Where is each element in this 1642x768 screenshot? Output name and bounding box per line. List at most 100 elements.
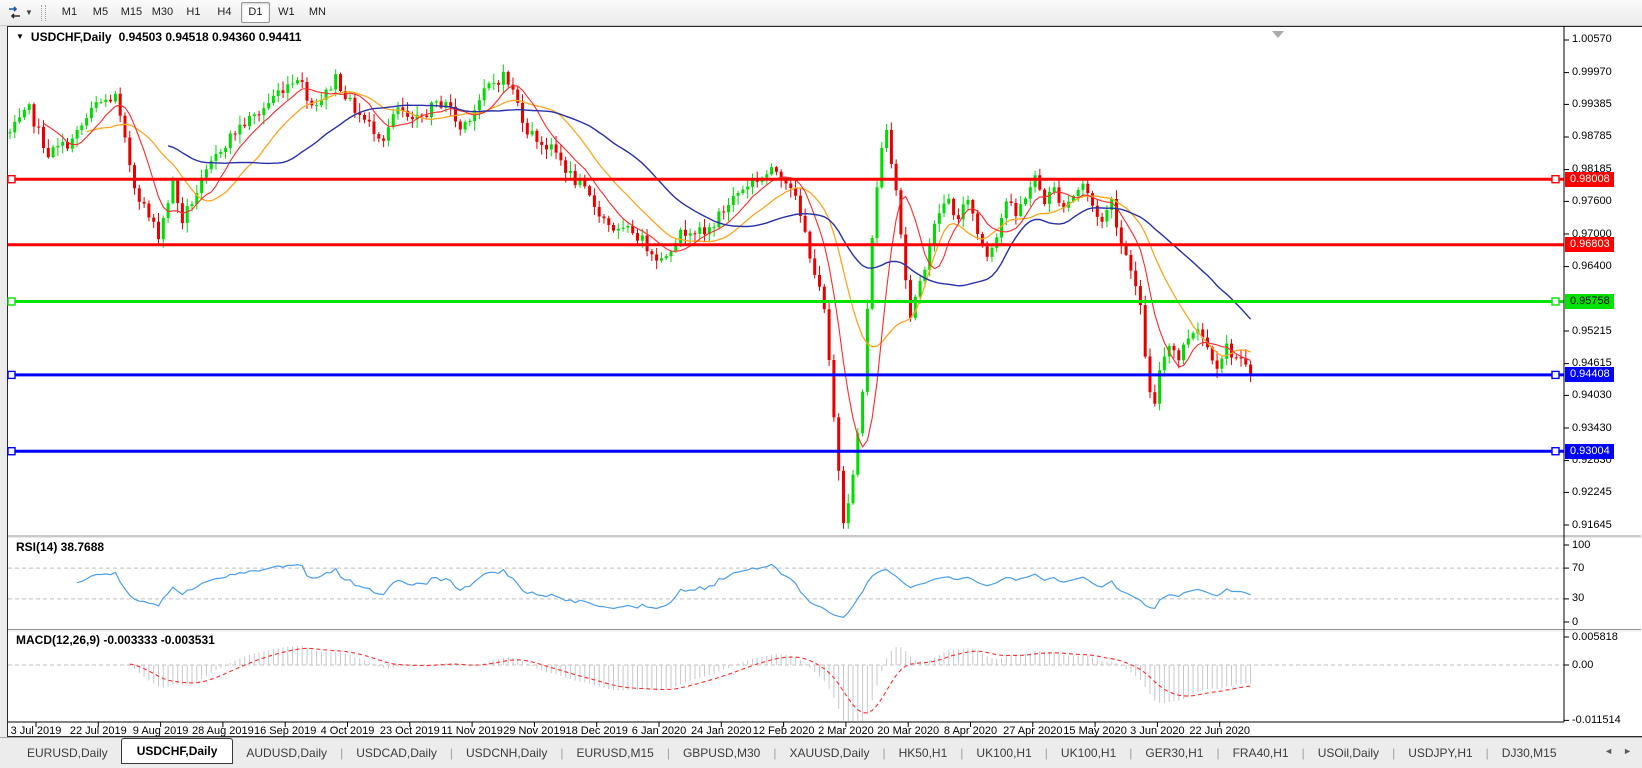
timeframe-button-group: M1 M5 M15 M30 H1 H4 D1 W1 MN	[54, 2, 333, 23]
timeframe-button-W1[interactable]: W1	[278, 6, 295, 18]
rsi-axis-label: 0	[1572, 615, 1579, 628]
tab-scroll-right-icon[interactable]: ►	[1623, 746, 1632, 756]
date-axis-label: 4 Oct 2019	[320, 725, 375, 737]
date-axis-label: 3 Jun 2020	[1130, 725, 1185, 737]
chart-window[interactable]	[7, 26, 1642, 737]
price-axis-label: 0.96400	[1572, 260, 1612, 273]
tab-scroll-left-icon[interactable]: ◄	[1604, 746, 1614, 756]
tab-USDJPY-H1[interactable]: USDJPY,H1	[1408, 746, 1473, 760]
price-axis-label: 0.99385	[1572, 97, 1612, 110]
macd-axis-label: 0.005818	[1572, 630, 1618, 643]
tab-GER30-H1[interactable]: GER30,H1	[1145, 746, 1204, 760]
rsi-axis-label: 100	[1572, 538, 1591, 551]
arrange-arrows-icon	[9, 5, 20, 19]
tab-USOil-Daily[interactable]: USOil,Daily	[1317, 746, 1380, 760]
price-axis-label: 0.99970	[1572, 66, 1612, 79]
chart-shift-marker-icon[interactable]	[1272, 31, 1284, 38]
tab-separator: |	[560, 746, 564, 760]
tab-separator: |	[1129, 746, 1133, 760]
timeframe-button-M15[interactable]: M15	[120, 6, 143, 18]
date-axis-label: 27 Apr 2020	[1003, 725, 1063, 737]
chart-windows-icon[interactable]	[5, 4, 25, 22]
price-axis-label: 1.00570	[1572, 33, 1612, 46]
rsi-indicator-label: RSI(14) 38.7688	[16, 540, 105, 554]
chart-title: ▼ USDCHF,Daily 0.94503 0.94518 0.94360 0…	[16, 30, 301, 44]
date-axis-label: 22 Jul 2019	[69, 725, 127, 737]
date-axis-label: 11 Nov 2019	[441, 725, 503, 737]
tab-separator: |	[960, 746, 964, 760]
window-left-gutter	[0, 26, 7, 737]
chart-ohlc-values: 0.94503 0.94518 0.94360 0.94411	[118, 30, 302, 44]
price-level-tag-0.94408: 0.94408	[1565, 367, 1614, 383]
timeframe-button-H1[interactable]: H1	[186, 6, 201, 18]
rsi-axis-label: 30	[1572, 592, 1585, 605]
tab-separator: |	[1485, 746, 1489, 760]
date-axis-label: 6 Jan 2020	[631, 725, 687, 737]
top-toolbar: ▼ M1 M5 M15 M30 H1 H4 D1 W1 MN	[0, 0, 1642, 26]
chart-symbol-label: USDCHF,Daily	[30, 30, 112, 44]
tab-separator: |	[340, 746, 344, 760]
timeframe-button-MN[interactable]: MN	[308, 6, 326, 18]
timeframe-button-D1[interactable]: D1	[240, 2, 270, 23]
tab-EURUSD-M15[interactable]: EURUSD,M15	[576, 746, 654, 760]
tab-XAUUSD-Daily[interactable]: XAUUSD,Daily	[789, 746, 870, 760]
tab-AUDUSD-Daily[interactable]: AUDUSD,Daily	[246, 746, 328, 760]
date-axis-label: 18 Dec 2019	[565, 725, 628, 737]
timeframe-button-M1[interactable]: M1	[61, 6, 78, 18]
timeframe-button-M30[interactable]: M30	[151, 6, 174, 18]
chart-collapse-icon[interactable]: ▼	[16, 31, 24, 41]
tab-separator: |	[1301, 746, 1305, 760]
price-axis-label: 0.97000	[1572, 227, 1612, 240]
price-axis-label: 0.95215	[1572, 324, 1612, 337]
date-axis-label: 28 Aug 2019	[191, 725, 254, 737]
tab-FRA40-H1[interactable]: FRA40,H1	[1232, 746, 1289, 760]
tab-separator: |	[1216, 746, 1220, 760]
tab-DJ30-M15[interactable]: DJ30,M15	[1501, 746, 1557, 760]
price-axis-label: 0.94030	[1572, 388, 1612, 401]
toolbar-grip[interactable]	[40, 4, 46, 21]
price-level-tag-0.96803: 0.96803	[1565, 237, 1614, 253]
price-axis-label: 0.93430	[1572, 421, 1612, 434]
date-axis-label: 16 Sep 2019	[253, 725, 317, 737]
tab-separator: |	[882, 746, 886, 760]
date-axis-label: 22 Jun 2020	[1189, 725, 1250, 737]
price-axis-label: 0.97600	[1572, 194, 1612, 207]
date-axis-label: 29 Nov 2019	[503, 725, 566, 737]
date-axis-label: 24 Jan 2020	[691, 725, 752, 737]
tab-scroll-arrows: ◄ ►	[1604, 746, 1632, 756]
date-axis-label: 12 Feb 2020	[752, 725, 815, 737]
tab-separator: |	[1044, 746, 1048, 760]
date-axis-label: 8 Apr 2020	[943, 725, 998, 737]
tab-USDCHF-Daily[interactable]: USDCHF,Daily	[120, 737, 234, 764]
date-axis-label: 23 Oct 2019	[379, 725, 440, 737]
tab-HK50-H1[interactable]: HK50,H1	[898, 746, 948, 760]
tab-separator: |	[666, 746, 670, 760]
date-axis-label: 9 Aug 2019	[132, 725, 189, 737]
macd-axis-label: 0.00	[1572, 658, 1594, 671]
macd-indicator-label: MACD(12,26,9) -0.003333 -0.003531	[16, 633, 215, 647]
tab-separator: |	[1392, 746, 1396, 760]
rsi-axis-label: 70	[1572, 561, 1585, 574]
tab-separator: |	[773, 746, 777, 760]
date-axis-label: 3 Jul 2019	[10, 725, 62, 737]
toolbar-dropdown-caret[interactable]: ▼	[25, 8, 33, 17]
tab-separator: |	[449, 746, 453, 760]
tab-USDCAD-Daily[interactable]: USDCAD,Daily	[356, 746, 437, 760]
date-axis-label: 20 Mar 2020	[877, 725, 940, 737]
price-level-tag-0.95758: 0.95758	[1565, 293, 1614, 309]
price-axis-label: 0.94615	[1572, 357, 1612, 370]
chart-tab-bar: EURUSD,Daily USDCHF,Daily AUDUSD,Daily | USD…	[0, 737, 1642, 768]
tab-GBPUSD-M30[interactable]: GBPUSD,M30	[682, 746, 761, 760]
tab-UK100-H1[interactable]: UK100,H1	[976, 746, 1032, 760]
tab-EURUSD-Daily[interactable]: EURUSD,Daily	[27, 746, 108, 760]
tab-USDCNH-Daily[interactable]: USDCNH,Daily	[466, 746, 548, 760]
date-axis-label: 15 May 2020	[1063, 725, 1127, 737]
timeframe-button-M5[interactable]: M5	[92, 6, 109, 18]
price-level-tag-0.93004: 0.93004	[1565, 443, 1614, 459]
timeframe-button-H4[interactable]: H4	[217, 6, 232, 18]
macd-axis-label: -0.011514	[1572, 713, 1621, 726]
tab-UK100-H1[interactable]: UK100,H1	[1060, 746, 1117, 760]
price-level-tag-0.98008: 0.98008	[1565, 171, 1614, 187]
price-axis-label: 0.92245	[1572, 485, 1612, 498]
price-axis-label: 0.98785	[1572, 130, 1612, 143]
